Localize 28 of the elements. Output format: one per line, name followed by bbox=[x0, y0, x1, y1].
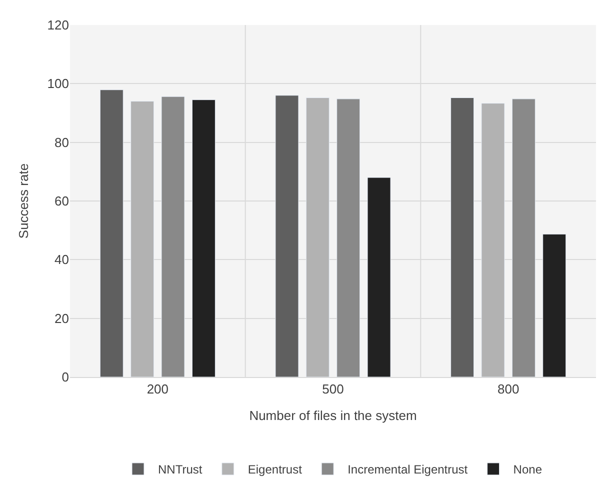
bar bbox=[275, 95, 299, 377]
bar bbox=[542, 234, 566, 377]
bar bbox=[130, 101, 154, 377]
bar bbox=[100, 90, 124, 377]
bar bbox=[192, 100, 216, 377]
bar bbox=[336, 98, 360, 377]
y-tick-label: 80 bbox=[54, 134, 69, 150]
x-tick-label: 200 bbox=[146, 382, 169, 397]
y-tick-label: 40 bbox=[54, 252, 69, 268]
x-tick-label: 500 bbox=[322, 382, 344, 397]
y-axis-title: Success rate bbox=[16, 163, 32, 239]
legend-label: None bbox=[513, 462, 542, 477]
bar bbox=[367, 177, 391, 377]
bar bbox=[512, 98, 536, 377]
legend-label: NNTrust bbox=[158, 462, 203, 477]
x-axis-title: Number of files in the system bbox=[249, 408, 417, 424]
legend-label: Incremental Eigentrust bbox=[348, 462, 468, 477]
bar bbox=[161, 96, 185, 377]
y-tick-label: 60 bbox=[54, 194, 69, 209]
x-tick-label: 800 bbox=[497, 382, 520, 397]
y-tick-label: 20 bbox=[54, 310, 69, 326]
y-tick-label: 100 bbox=[47, 76, 69, 92]
y-tick-label: 0 bbox=[62, 370, 69, 385]
y-tick-label: 120 bbox=[47, 18, 69, 33]
bar bbox=[306, 98, 330, 377]
bar bbox=[450, 98, 474, 377]
legend-label: Eigentrust bbox=[248, 462, 303, 477]
bar bbox=[481, 103, 505, 377]
